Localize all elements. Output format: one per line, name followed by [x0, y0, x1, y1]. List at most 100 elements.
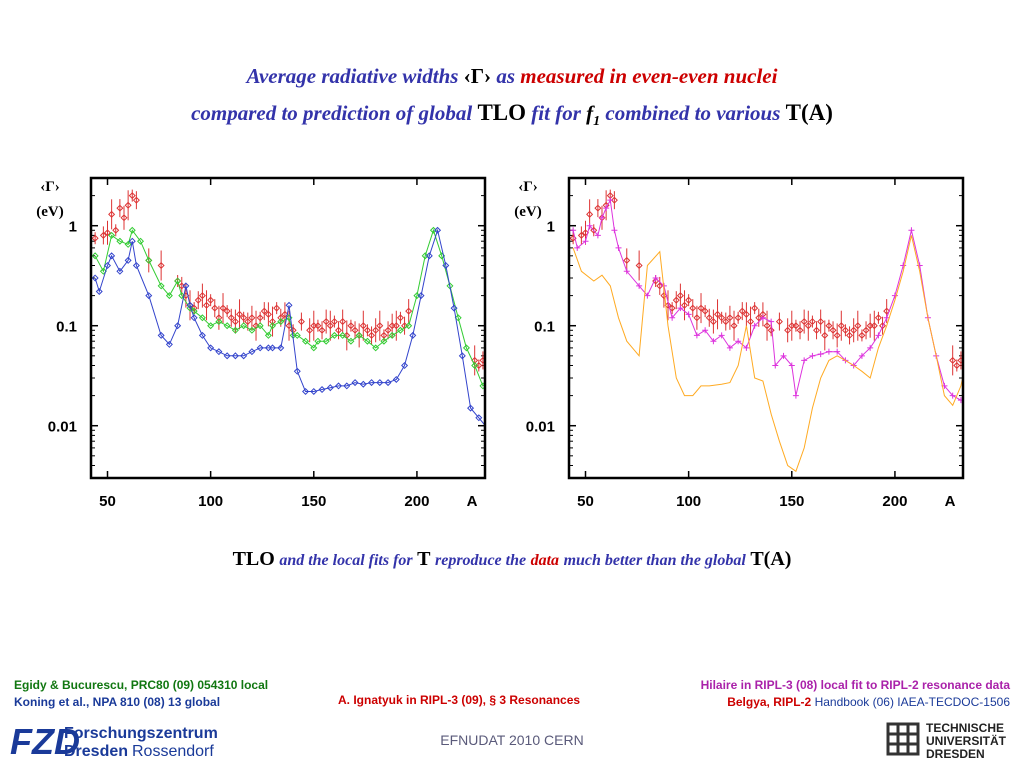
- data-point: [975, 363, 981, 369]
- data-point: [458, 352, 466, 360]
- conclusion-tlo: TLO: [232, 548, 275, 570]
- data-point: [264, 310, 272, 318]
- data-point: [586, 222, 593, 229]
- data-point: [198, 314, 206, 322]
- data-point: [215, 314, 223, 322]
- data-point: [190, 314, 198, 322]
- data-point: [335, 326, 343, 334]
- data-point: [821, 331, 829, 339]
- data-point: [417, 292, 425, 300]
- data-point: [488, 363, 494, 369]
- data-point: [900, 262, 907, 269]
- conclusion-line: TLO and the local fits for T reproduce t…: [0, 548, 1024, 571]
- data-point: [743, 344, 750, 351]
- data-point: [837, 322, 845, 330]
- data-point: [846, 331, 854, 339]
- data-point: [858, 352, 865, 359]
- data-point: [165, 292, 173, 300]
- y-axis-unit: (eV): [36, 204, 63, 220]
- data-point: [343, 382, 351, 390]
- data-point: [710, 338, 717, 345]
- data-point: [751, 322, 758, 329]
- data-point: [103, 229, 112, 237]
- data-point: [949, 392, 956, 399]
- data-point: [697, 304, 705, 312]
- tud-line3: DRESDEN: [926, 747, 985, 761]
- data-point: [813, 326, 821, 334]
- data-point: [669, 314, 676, 321]
- data-point: [227, 314, 235, 322]
- data-point: [603, 205, 610, 212]
- data-point: [644, 292, 651, 299]
- data-point: [182, 282, 190, 290]
- data-point: [804, 322, 812, 330]
- data-point: [211, 304, 219, 312]
- data-point: [120, 214, 128, 222]
- data-point: [497, 363, 503, 369]
- series-line: [572, 235, 963, 473]
- data-point: [384, 379, 392, 387]
- data-point: [891, 292, 898, 299]
- data-point: [330, 331, 338, 339]
- data-point: [347, 322, 355, 330]
- data-point: [372, 326, 380, 334]
- data-point: [488, 375, 494, 381]
- data-point: [128, 226, 136, 234]
- data-point: [339, 331, 347, 339]
- data-point: [817, 318, 825, 326]
- ref-hilaire: Hilaire in RIPL-3 (08) local fit to RIPL…: [700, 678, 1010, 692]
- data-point: [281, 310, 289, 318]
- y-axis-label: ‹Γ›: [40, 179, 60, 195]
- data-point: [91, 252, 99, 260]
- data-point: [784, 326, 792, 334]
- data-point: [983, 397, 989, 403]
- title-text-1: Average radiative widths: [246, 64, 459, 88]
- series-local-2: [572, 235, 963, 473]
- data-point: [979, 363, 985, 369]
- y-tick-label: 0.01: [48, 419, 77, 436]
- data-point: [384, 326, 392, 334]
- y-tick-label: 0.1: [534, 319, 555, 336]
- data-point: [248, 348, 256, 356]
- data-point: [256, 344, 264, 352]
- data-point: [339, 318, 347, 326]
- data-point: [376, 322, 384, 330]
- data-point: [157, 331, 165, 339]
- data-point: [99, 267, 107, 275]
- tud-logo: TECHNISCHE UNIVERSITÄT DRESDEN: [884, 718, 1024, 767]
- data-point: [775, 318, 783, 326]
- data-point: [767, 326, 775, 334]
- data-point: [788, 362, 795, 369]
- data-point: [401, 361, 409, 370]
- data-point: [577, 231, 585, 239]
- data-point: [95, 287, 103, 295]
- fzd-mark: FZD: [10, 721, 80, 762]
- data-point: [124, 201, 132, 209]
- title-text-2: as: [496, 64, 515, 88]
- data-point: [971, 369, 977, 375]
- title-text-6: combined to various: [605, 101, 781, 125]
- data-point: [874, 314, 882, 322]
- tud-emblem-icon: [886, 722, 920, 756]
- data-point: [726, 314, 734, 322]
- tud-line1: TECHNISCHE: [926, 721, 1004, 735]
- data-point: [314, 322, 322, 330]
- data-point: [664, 301, 672, 309]
- title-text-5: fit for: [531, 101, 581, 125]
- data-point: [908, 227, 915, 234]
- data-point: [215, 348, 223, 356]
- title-ta: T(A): [785, 100, 833, 125]
- data-point: [735, 338, 742, 345]
- data-point: [359, 322, 367, 330]
- ref-ignatyuk: A. Ignatyuk in RIPL-3 (09), § 3 Resonanc…: [338, 693, 581, 707]
- data-point: [165, 340, 173, 348]
- data-point: [693, 332, 700, 339]
- data-point: [870, 322, 878, 330]
- ref-belgya: Belgya, RIPL-2 Handbook (06) IAEA-TECDOC…: [727, 695, 1010, 709]
- data-point: [207, 344, 215, 352]
- data-point: [501, 425, 507, 431]
- data-point: [513, 375, 519, 381]
- data-point: [689, 304, 697, 312]
- data-point: [310, 344, 318, 352]
- data-point: [796, 326, 804, 334]
